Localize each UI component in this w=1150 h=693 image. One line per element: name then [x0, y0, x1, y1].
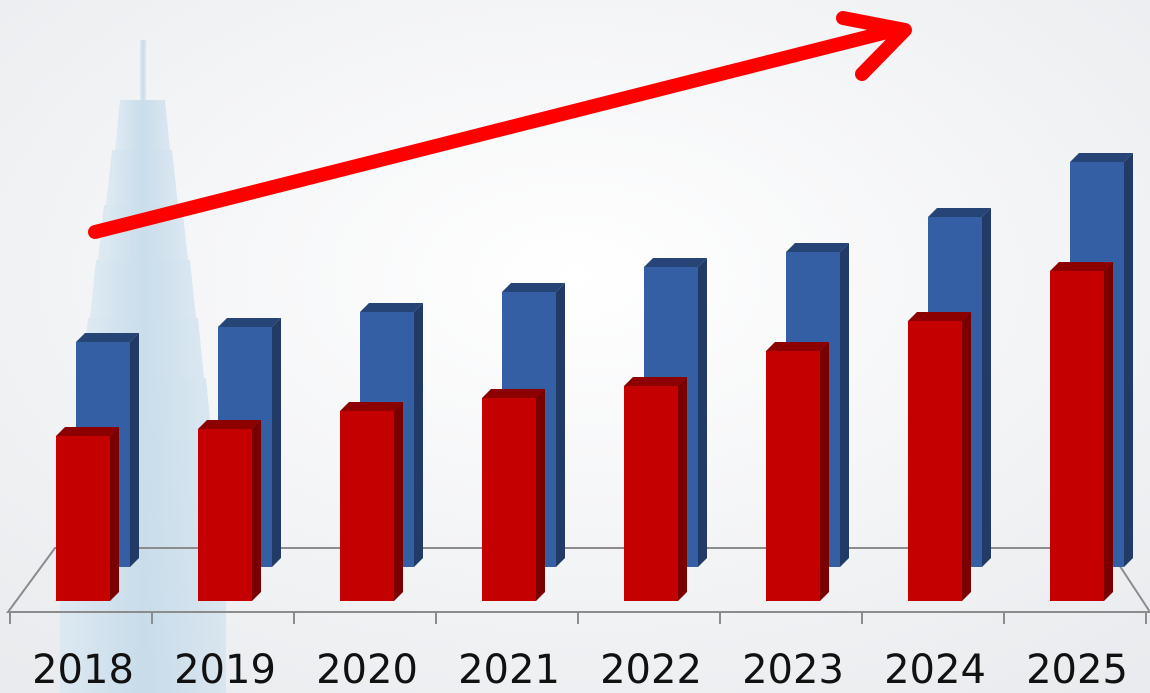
bar-front-2019 — [198, 420, 261, 601]
bar-front-2024 — [908, 312, 971, 601]
bar-front-2023 — [766, 342, 829, 601]
x-tick-label: 2025 — [1026, 647, 1128, 693]
x-tick-label: 2019 — [174, 647, 276, 693]
bar-front-2021 — [482, 389, 545, 601]
bar-front-2018 — [56, 427, 119, 601]
x-tick-label: 2023 — [742, 647, 844, 693]
x-tick-label: 2022 — [600, 647, 702, 693]
bar-front-2025 — [1050, 262, 1113, 601]
bar-front-2020 — [340, 402, 403, 601]
trend-arrow-icon — [88, 11, 912, 239]
x-tick-label: 2024 — [884, 647, 986, 693]
chart-floor — [6, 547, 1150, 613]
x-tick-label: 2020 — [316, 647, 418, 693]
x-tick-label: 2018 — [32, 647, 134, 693]
bar-front-2022 — [624, 377, 687, 601]
x-tick-label: 2021 — [458, 647, 560, 693]
